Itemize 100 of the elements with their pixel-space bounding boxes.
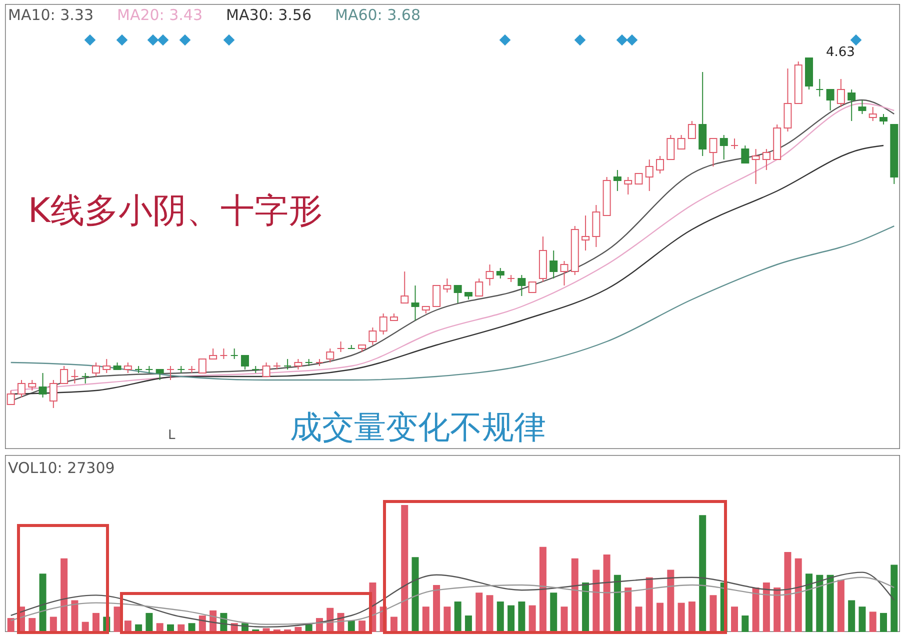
candlestick: [38, 372, 47, 398]
bar: [464, 615, 472, 632]
bar: [710, 595, 717, 632]
candlestick: [124, 362, 132, 374]
bar: [816, 574, 824, 632]
bar: [422, 606, 430, 632]
bar: [614, 574, 621, 632]
candlestick: [688, 120, 696, 139]
bar: [528, 605, 536, 632]
bar: [571, 558, 578, 632]
candlestick: [209, 348, 218, 360]
candlestick: [550, 250, 558, 279]
candlestick: [666, 134, 675, 160]
bar: [358, 620, 366, 632]
bar: [390, 616, 398, 632]
candlestick: [560, 260, 568, 286]
bar: [518, 602, 526, 632]
bar: [550, 592, 558, 632]
bar: [124, 620, 132, 632]
candlestick: [624, 176, 632, 195]
candlestick: [836, 78, 845, 108]
candlestick: [762, 148, 770, 170]
bar: [646, 577, 653, 632]
bar: [880, 612, 888, 632]
bar: [412, 557, 419, 632]
bar: [688, 602, 696, 632]
candlestick: [486, 264, 494, 286]
candlestick: [368, 327, 377, 346]
candlestick: [868, 106, 877, 122]
bar: [92, 612, 100, 632]
text: MA60: 3.68: [335, 6, 421, 24]
bar: [50, 616, 57, 632]
bar: [794, 558, 802, 632]
bar: [731, 606, 738, 632]
bar: [774, 588, 781, 632]
bar: [784, 552, 792, 632]
candlestick: [443, 278, 452, 293]
annotation: 成交量变化不规律: [290, 407, 546, 448]
candlestick: [326, 348, 334, 363]
bar: [858, 606, 866, 632]
bar: [433, 585, 440, 632]
candlestick: [60, 366, 68, 384]
candlestick: [198, 358, 206, 374]
text: MA20: 3.43: [117, 6, 203, 24]
candlestick: [816, 78, 824, 97]
candlestick: [262, 362, 270, 377]
bar: [71, 600, 78, 632]
candlestick: [656, 156, 664, 174]
bar: [560, 606, 568, 632]
bar: [592, 570, 600, 632]
candlestick: [411, 285, 420, 321]
candlestick: [70, 369, 79, 384]
text: MA10: 3.33: [8, 6, 94, 24]
text: MA30: 3.56: [226, 6, 312, 24]
candlestick: [454, 285, 462, 304]
candlestick: [92, 362, 100, 377]
candlestick: [518, 274, 526, 296]
candlestick: [166, 366, 174, 380]
bar: [60, 558, 68, 632]
candlestick: [677, 134, 686, 150]
candlestick: [880, 114, 888, 125]
candlestick: [230, 348, 238, 360]
candlestick: [848, 89, 856, 122]
bar: [624, 588, 632, 632]
candlestick: [102, 358, 111, 374]
bar: [699, 515, 706, 632]
candlestick: [220, 348, 228, 360]
bar: [508, 605, 515, 632]
bar: [762, 582, 770, 632]
bar: [454, 602, 462, 632]
candlestick: [613, 170, 622, 192]
candlestick: [634, 173, 643, 184]
bar: [678, 602, 685, 632]
bar: [752, 588, 760, 632]
bar: [667, 570, 674, 632]
candlestick: [379, 313, 388, 335]
candlestick: [752, 148, 760, 184]
candlestick: [475, 278, 484, 296]
candlestick: [156, 369, 164, 380]
bar: [39, 574, 46, 632]
bar: [806, 574, 813, 632]
candlestick: [336, 341, 345, 352]
candlestick: [17, 380, 26, 398]
bar: [742, 615, 749, 632]
candlestick: [81, 372, 90, 384]
annotation: K线多小阴、十字形: [28, 190, 322, 233]
bar: [837, 580, 844, 632]
bar: [635, 606, 642, 632]
candlestick: [240, 355, 249, 370]
candlestick: [826, 89, 834, 111]
bar: [496, 602, 504, 632]
candlestick: [645, 159, 654, 192]
bar: [28, 618, 36, 632]
candlestick: [741, 145, 750, 164]
candlestick: [28, 380, 36, 391]
text: VOL10: 27309: [8, 459, 115, 477]
candlestick: [294, 358, 302, 370]
candlestick: [720, 134, 728, 160]
bar: [486, 595, 494, 632]
bar: [476, 592, 483, 632]
